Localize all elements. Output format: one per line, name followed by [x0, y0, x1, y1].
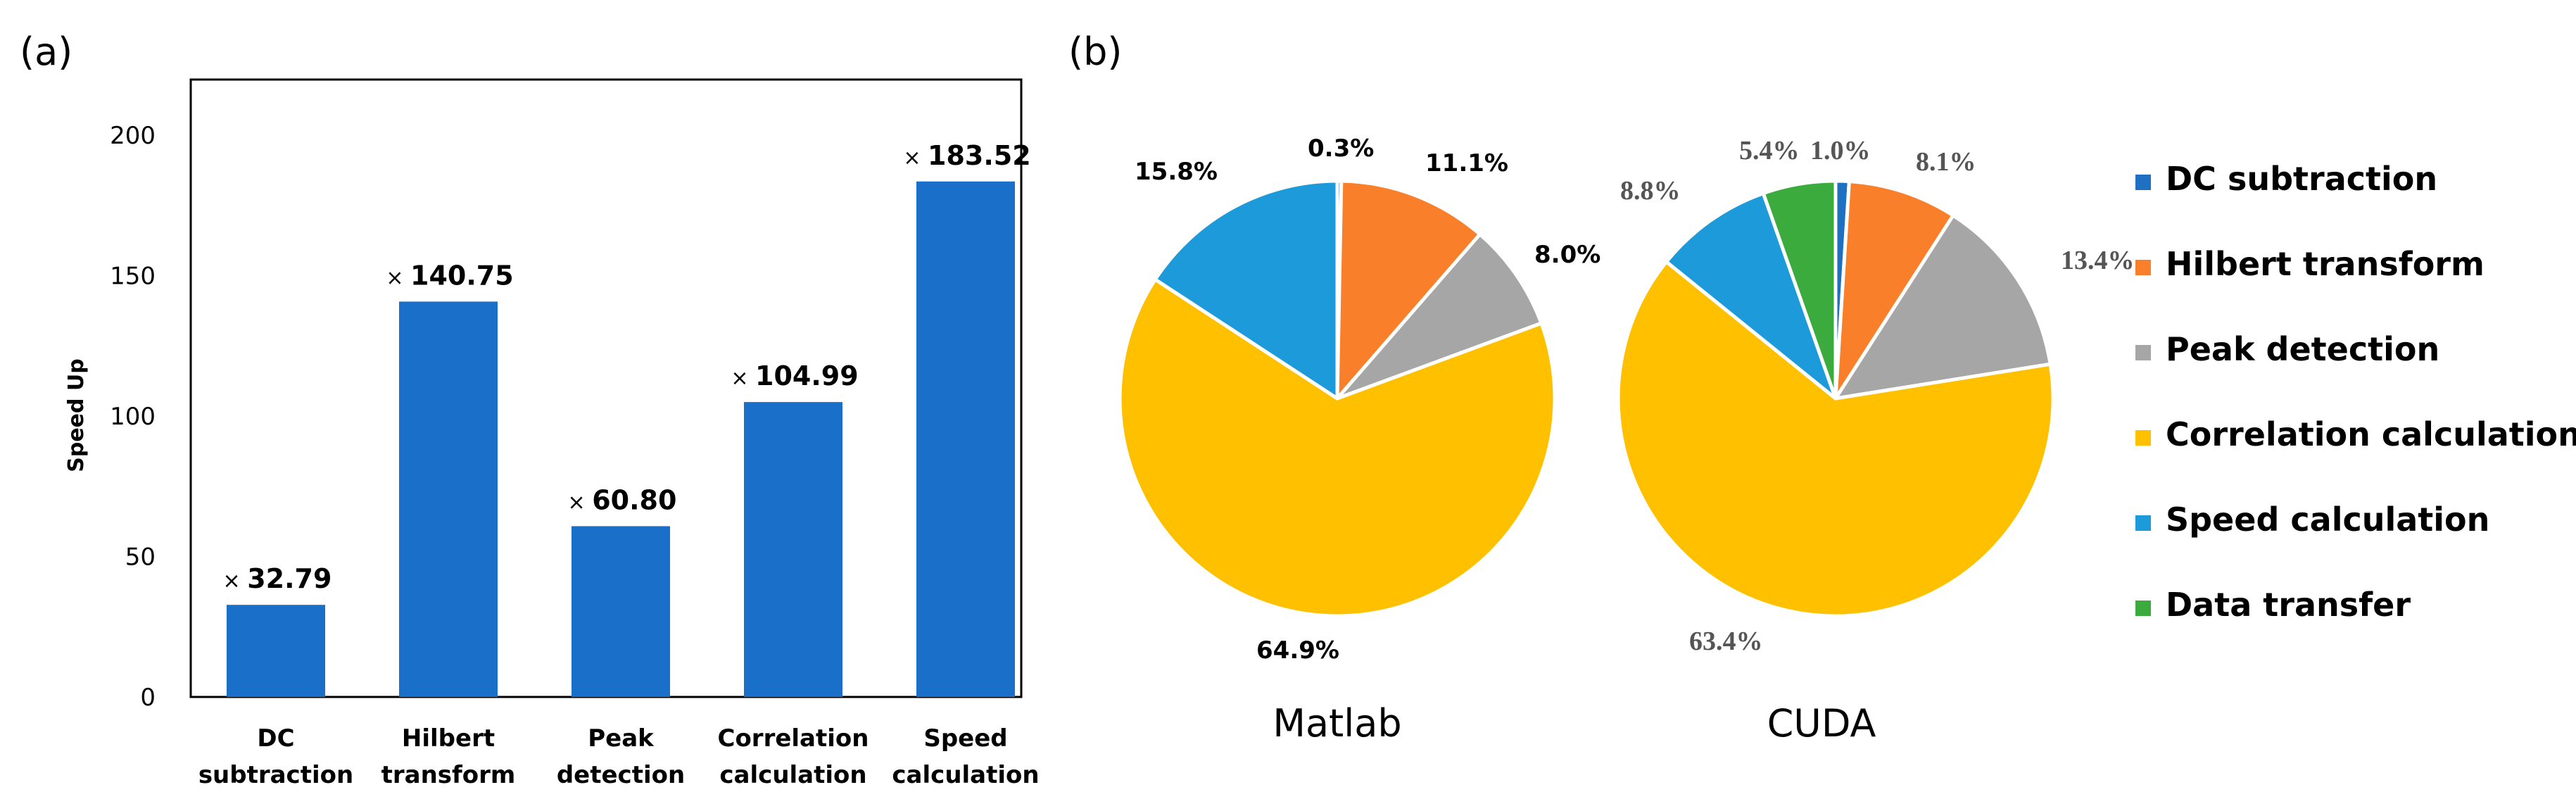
bar-3 — [744, 402, 842, 697]
x-axis-tick-labels: DC subtraction Hilbert transform Peak detecti… — [198, 724, 1040, 789]
x-tick-label-0-1: subtraction — [198, 761, 353, 789]
bar-label-prefix: × — [731, 366, 755, 391]
bar-1 — [399, 301, 498, 698]
legend-swatch-speed — [2135, 515, 2151, 531]
y-tick-100: 100 — [110, 403, 156, 431]
x-tick-label-0-0: DC — [257, 724, 294, 753]
legend-label-transfer: Data transfer — [2166, 586, 2411, 624]
matlab-pie-labels: 0.3% 11.1% 8.0% 64.9% 15.8% — [1135, 134, 1600, 665]
bar-data-labels: × 32.79× 140.75× 60.80× 104.99× 183.52 — [223, 140, 1031, 594]
bar-label-value: 104.99 — [755, 360, 859, 391]
legend-swatch-hilbert — [2135, 260, 2151, 275]
x-tick-label-2-0: Peak — [588, 724, 655, 753]
bar-label-prefix: × — [568, 490, 593, 515]
x-tick-label-3-0: Correlation — [718, 724, 869, 753]
x-tick-label-3-1: calculation — [719, 761, 866, 789]
matlab-pie-title: Matlab — [1273, 701, 1401, 746]
cuda-pie-labels: 1.0% 8.1% 13.4% 63.4% 8.8% 5.4% — [1620, 136, 2135, 656]
bar-label-0: × 32.79 — [223, 563, 332, 594]
cuda-slice-data-transfer — [1761, 179, 1838, 401]
cuda-pie-chart — [1616, 179, 2055, 618]
legend-label-peak: Peak detection — [2166, 330, 2439, 368]
matlab-pie-chart — [1118, 179, 1557, 618]
bar-2 — [572, 526, 670, 697]
cuda-slice-peak-detection — [1833, 213, 2052, 401]
cuda-label-peak: 13.4% — [2061, 246, 2135, 275]
bar-label-3: × 104.99 — [731, 360, 858, 391]
cuda-label-correlation: 63.4% — [1689, 627, 1763, 656]
matlab-label-peak: 8.0% — [1534, 241, 1600, 269]
bar-label-value: 60.80 — [592, 484, 676, 515]
y-tick-50: 50 — [125, 543, 156, 572]
bar-label-prefix: × — [386, 265, 410, 290]
x-tick-label-1-0: Hilbert — [402, 724, 495, 753]
bar-label-4: × 183.52 — [903, 140, 1030, 171]
matlab-slice-correlation-calculation — [1118, 277, 1557, 618]
cuda-slice-hilbert-transform — [1833, 180, 1955, 401]
matlab-slice-speed-calculation — [1153, 179, 1339, 401]
y-axis-ticks: 0 50 100 150 200 — [110, 122, 156, 712]
matlab-slice-peak-detection — [1335, 232, 1543, 401]
legend-label-speed: Speed calculation — [2166, 501, 2489, 539]
legend-swatch-peak — [2135, 345, 2151, 360]
x-tick-label-4-1: calculation — [892, 761, 1039, 789]
y-axis-label: Speed Up — [64, 358, 89, 472]
y-tick-150: 150 — [110, 263, 156, 291]
matlab-label-hilbert: 11.1% — [1425, 149, 1508, 177]
bar-label-value: 32.79 — [247, 563, 332, 594]
panel-label-a: (a) — [20, 30, 72, 74]
bars — [227, 181, 1015, 698]
bar-label-2: × 60.80 — [568, 484, 677, 515]
bar-label-1: × 140.75 — [386, 260, 513, 291]
matlab-slice-hilbert-transform — [1335, 179, 1482, 401]
x-tick-label-1-1: transform — [381, 761, 516, 789]
bar-label-value: 140.75 — [410, 260, 514, 291]
legend-swatch-transfer — [2135, 601, 2151, 616]
cuda-label-speed: 8.8% — [1620, 176, 1681, 206]
bar-label-prefix: × — [903, 146, 928, 170]
x-tick-label-4-0: Speed — [923, 724, 1007, 753]
legend: DC subtraction Hilbert transform Peak dete… — [2135, 160, 2576, 624]
legend-swatch-correlation — [2135, 430, 2151, 446]
legend-label-dc: DC subtraction — [2166, 160, 2437, 198]
legend-swatch-dc — [2135, 175, 2151, 190]
legend-label-hilbert: Hilbert transform — [2166, 245, 2485, 283]
bar-label-value: 183.52 — [928, 140, 1031, 171]
x-tick-label-2-1: detection — [557, 761, 685, 789]
cuda-slice-speed-calculation — [1665, 191, 1838, 401]
y-tick-0: 0 — [140, 684, 156, 712]
cuda-label-transfer: 5.4% — [1739, 136, 1800, 165]
legend-label-correlation: Correlation calculation — [2166, 415, 2576, 453]
matlab-label-correlation: 64.9% — [1256, 636, 1339, 665]
matlab-label-dc: 0.3% — [1308, 134, 1374, 163]
bar-label-prefix: × — [223, 569, 248, 593]
cuda-pie-title: CUDA — [1767, 701, 1876, 746]
bar-0 — [227, 605, 325, 697]
y-tick-200: 200 — [110, 122, 156, 150]
cuda-label-hilbert: 8.1% — [1916, 147, 1976, 177]
panel-label-b: (b) — [1068, 30, 1122, 74]
bar-4 — [916, 181, 1015, 697]
matlab-label-speed: 15.8% — [1135, 158, 1218, 186]
cuda-label-dc: 1.0% — [1810, 136, 1871, 165]
cuda-slice-correlation-calculation — [1616, 260, 2055, 618]
